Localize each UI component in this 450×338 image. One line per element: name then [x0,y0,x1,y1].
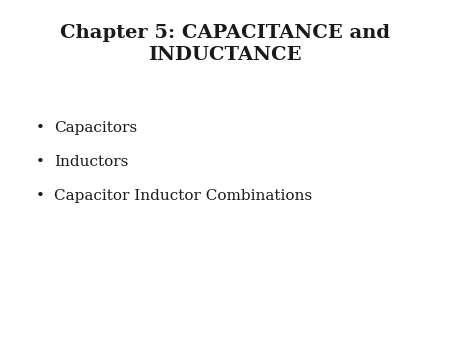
Text: •: • [36,189,45,203]
Text: Inductors: Inductors [54,155,128,169]
Text: •: • [36,121,45,136]
Text: Chapter 5: CAPACITANCE and
INDUCTANCE: Chapter 5: CAPACITANCE and INDUCTANCE [60,24,390,64]
Text: •: • [36,155,45,169]
Text: Capacitor Inductor Combinations: Capacitor Inductor Combinations [54,189,312,203]
Text: Capacitors: Capacitors [54,121,137,136]
